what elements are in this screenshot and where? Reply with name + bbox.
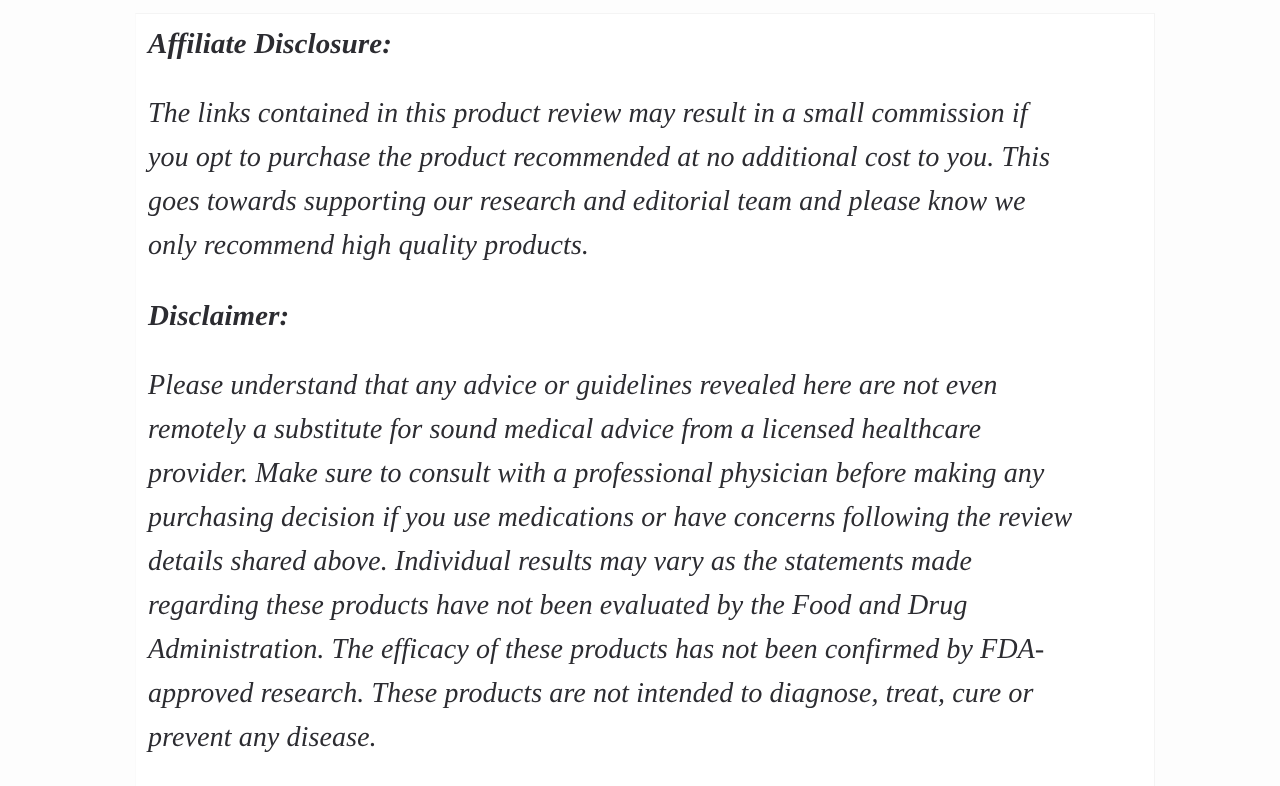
disclaimer-paragraph: Please understand that any advice or gui… xyxy=(148,370,1073,753)
article-content-card: Affiliate Disclosure: The links containe… xyxy=(135,13,1155,786)
disclaimer-heading: Disclaimer: xyxy=(148,300,290,332)
affiliate-disclosure-paragraph: The links contained in this product revi… xyxy=(148,98,1051,261)
affiliate-disclosure-heading: Affiliate Disclosure: xyxy=(148,28,393,60)
